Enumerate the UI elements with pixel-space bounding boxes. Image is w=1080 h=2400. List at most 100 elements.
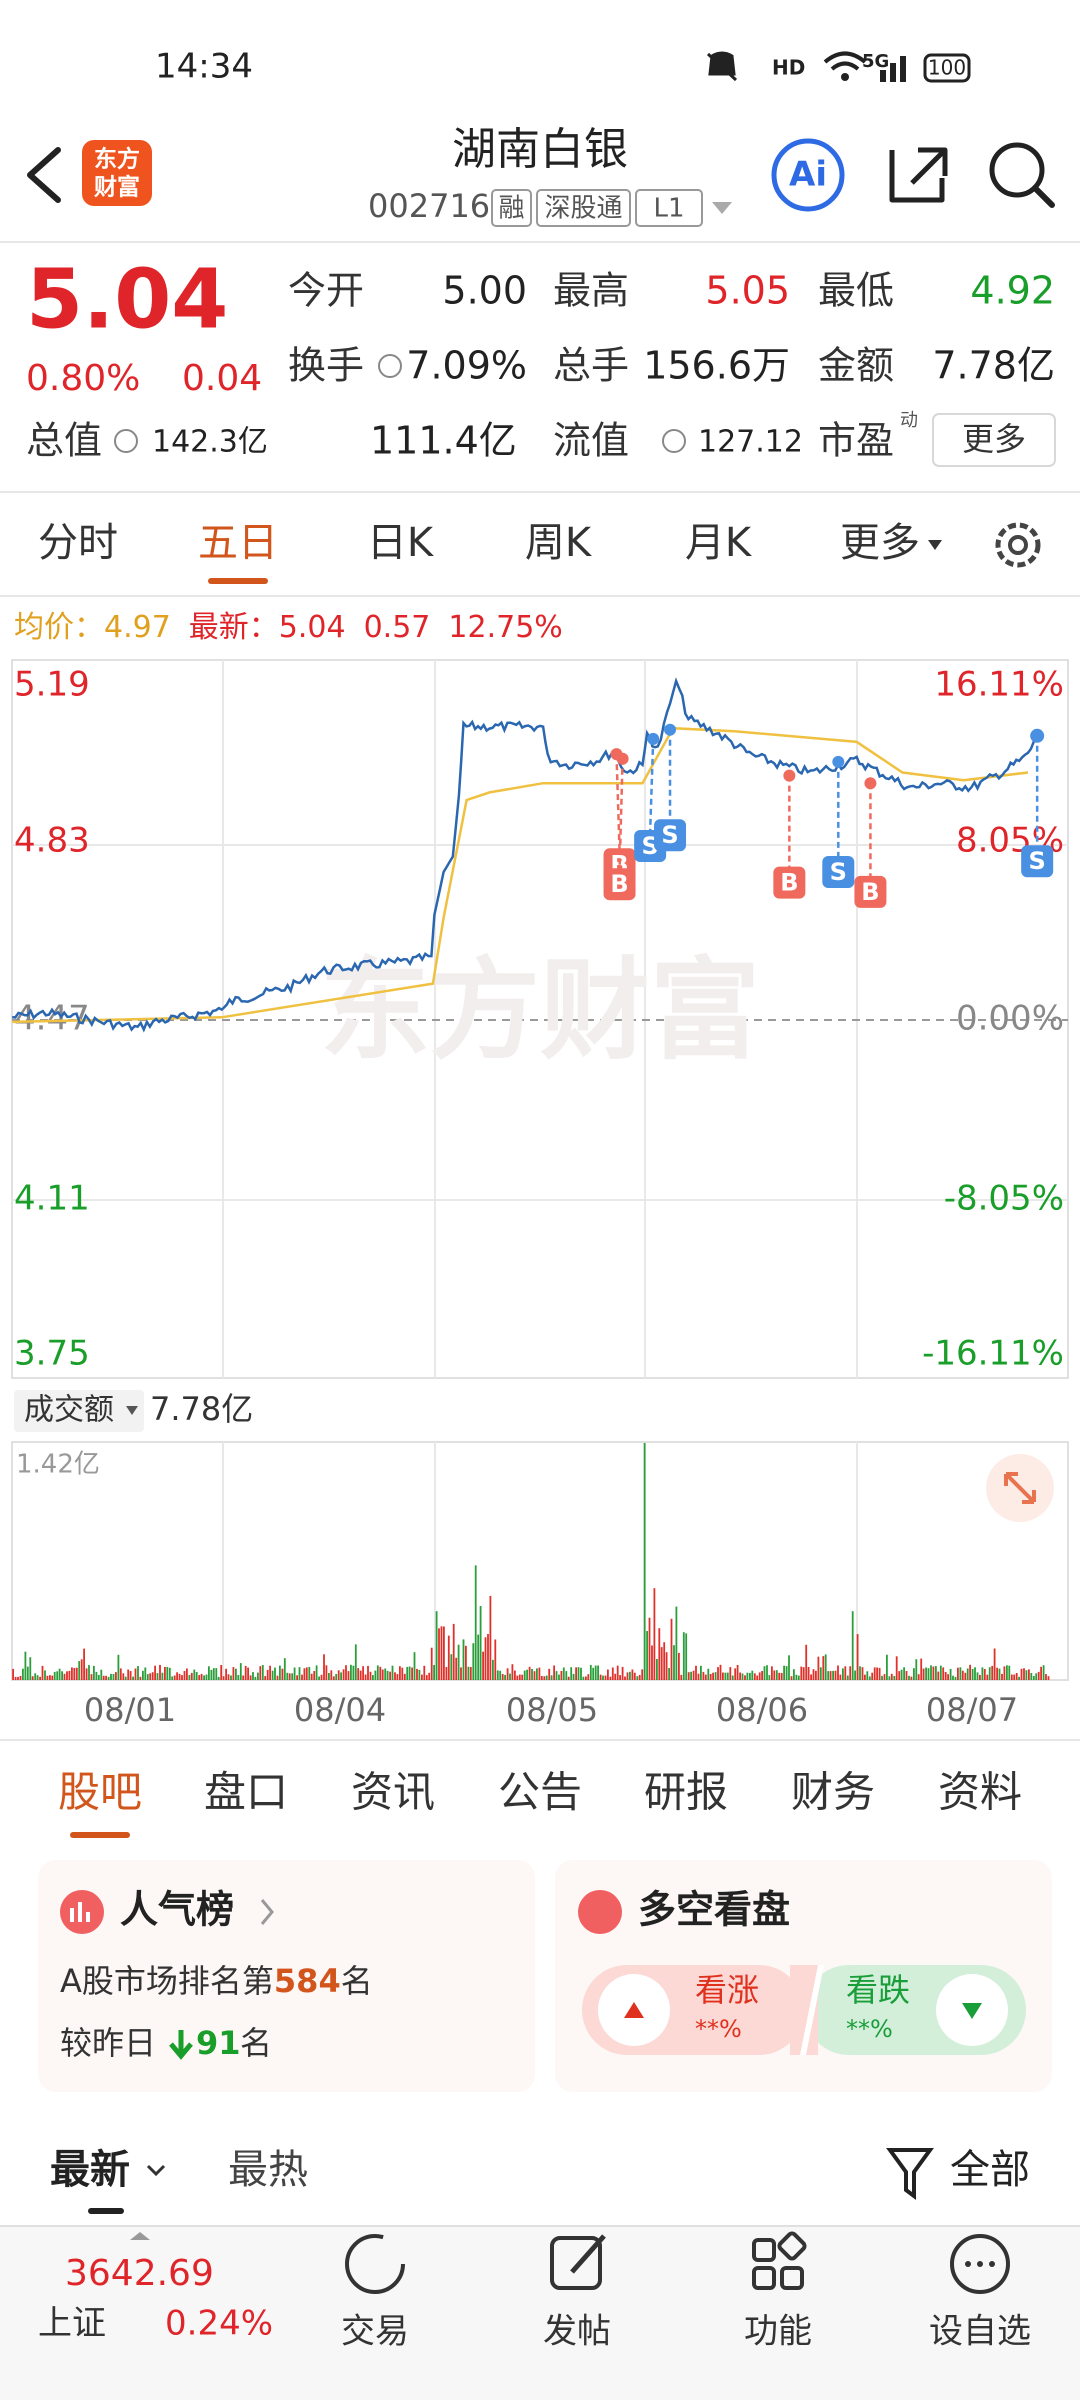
share-button[interactable] (889, 147, 948, 203)
volume-bar (788, 1655, 790, 1680)
volume-bar (653, 1588, 656, 1680)
popularity-title[interactable]: 人气榜 (120, 1888, 234, 1932)
stock-code: 002716 (368, 187, 490, 225)
period-tab[interactable]: 分时 (38, 520, 118, 566)
volume-bar (1020, 1668, 1023, 1680)
section-tab[interactable]: 盘口 (204, 1768, 288, 1817)
period-tab[interactable]: 更多 (840, 520, 920, 566)
nav-item[interactable]: 设自选 (929, 2312, 1031, 2352)
field-label: 今开 (288, 269, 364, 313)
volume-bar (249, 1675, 252, 1680)
marker-badge (654, 819, 687, 852)
rank-value: 584 (274, 1962, 341, 2000)
volume-bar (986, 1674, 989, 1680)
volume-bar (428, 1672, 431, 1680)
section-tab[interactable]: 公告 (498, 1768, 582, 1817)
sentiment-title[interactable]: 多空看盘 (638, 1888, 790, 1932)
more-button[interactable] (932, 413, 1056, 467)
volume-selector[interactable] (14, 1390, 144, 1432)
watermark: 东方财富 (320, 946, 760, 1074)
volume-bar (271, 1670, 274, 1680)
feed-tab[interactable]: 最热 (228, 2147, 308, 2193)
post-icon (550, 2236, 602, 2290)
section-tab[interactable]: 财务 (791, 1768, 875, 1817)
volume-bar (49, 1675, 51, 1680)
field-label: 金额 (818, 344, 894, 388)
battery-level: 100 (928, 56, 966, 80)
volume-bar (768, 1675, 771, 1680)
volume-bar (142, 1670, 144, 1680)
volume-bar (878, 1667, 881, 1680)
field-value: 5.00 (442, 269, 527, 313)
volume-bar (849, 1666, 852, 1680)
volume-bar (988, 1667, 991, 1680)
volume-bar (369, 1671, 372, 1680)
volume-bar (149, 1673, 152, 1680)
bearish-arrow (962, 2003, 982, 2019)
volume-bar (389, 1671, 391, 1680)
volume-bar (279, 1665, 281, 1680)
back-button[interactable] (27, 147, 61, 203)
bullish-value: **% (695, 2015, 742, 2043)
section-tab[interactable]: 资讯 (351, 1768, 435, 1817)
field-value: 5.05 (705, 269, 790, 313)
index-name[interactable]: 上证 (38, 2304, 106, 2344)
bullish-label[interactable]: 看涨 (695, 1971, 759, 2009)
volume-bar (220, 1665, 223, 1680)
volume-bar (411, 1667, 413, 1680)
ai-button[interactable] (771, 138, 845, 212)
volume-bar (993, 1648, 996, 1680)
period-tab[interactable]: 五日 (198, 520, 278, 566)
volume-bar (983, 1669, 986, 1680)
volume-bar (785, 1666, 788, 1680)
volume-bar (756, 1675, 759, 1680)
marker-dot (664, 723, 677, 736)
tab-underline (70, 1832, 130, 1838)
change-pct: 0.80% (26, 358, 140, 399)
index-value[interactable]: 3642.69 (65, 2253, 214, 2294)
battery (923, 53, 971, 83)
volume-bar (856, 1634, 859, 1680)
volume-bar (110, 1673, 112, 1680)
volume-bar (386, 1670, 389, 1680)
tag-box (536, 189, 631, 227)
filter-label[interactable]: 全部 (950, 2147, 1030, 2193)
volume-bar (607, 1669, 609, 1680)
period-tab[interactable]: 日K (367, 520, 435, 566)
volume-bar (851, 1611, 854, 1680)
marker-dot (647, 732, 660, 745)
volume-bar (548, 1668, 551, 1680)
volume-bar (85, 1668, 88, 1680)
volume-bar (36, 1675, 39, 1680)
volume-bar (932, 1666, 935, 1680)
trade-marker: B (861, 878, 879, 906)
volume-bar (805, 1644, 808, 1680)
volume-bar (717, 1667, 719, 1680)
volume-bar (739, 1672, 741, 1680)
settings-button[interactable] (995, 522, 1041, 568)
volume-bar (384, 1668, 387, 1680)
section-tab[interactable]: 股吧 (58, 1768, 142, 1817)
nav-item[interactable]: 发帖 (543, 2312, 611, 2352)
section-tab[interactable]: 资料 (938, 1768, 1022, 1817)
popularity-card[interactable] (38, 1860, 535, 2092)
volume-bar (97, 1674, 100, 1680)
nav-item[interactable]: 交易 (341, 2312, 409, 2352)
volume-bar (511, 1664, 514, 1680)
volume-bar (819, 1667, 822, 1680)
section-tab[interactable]: 研报 (644, 1768, 728, 1817)
index-change[interactable]: 0.24% (165, 2304, 273, 2344)
period-tab[interactable]: 月K (685, 520, 753, 566)
volume-selector-label[interactable]: 成交额 (24, 1393, 114, 1428)
period-tab[interactable]: 周K (525, 520, 593, 566)
volume-bar (298, 1667, 301, 1680)
nav-item[interactable]: 功能 (744, 2312, 812, 2352)
bearish-label[interactable]: 看跌 (846, 1971, 910, 2009)
volume-bar (17, 1676, 19, 1680)
ai-label[interactable]: Ai (789, 155, 827, 195)
volume-bar (1047, 1676, 1050, 1680)
search-button[interactable] (989, 142, 1045, 198)
more-button-label[interactable]: 更多 (962, 420, 1026, 458)
feed-tab[interactable]: 最新 (50, 2147, 130, 2193)
watch-dot (977, 2261, 983, 2267)
